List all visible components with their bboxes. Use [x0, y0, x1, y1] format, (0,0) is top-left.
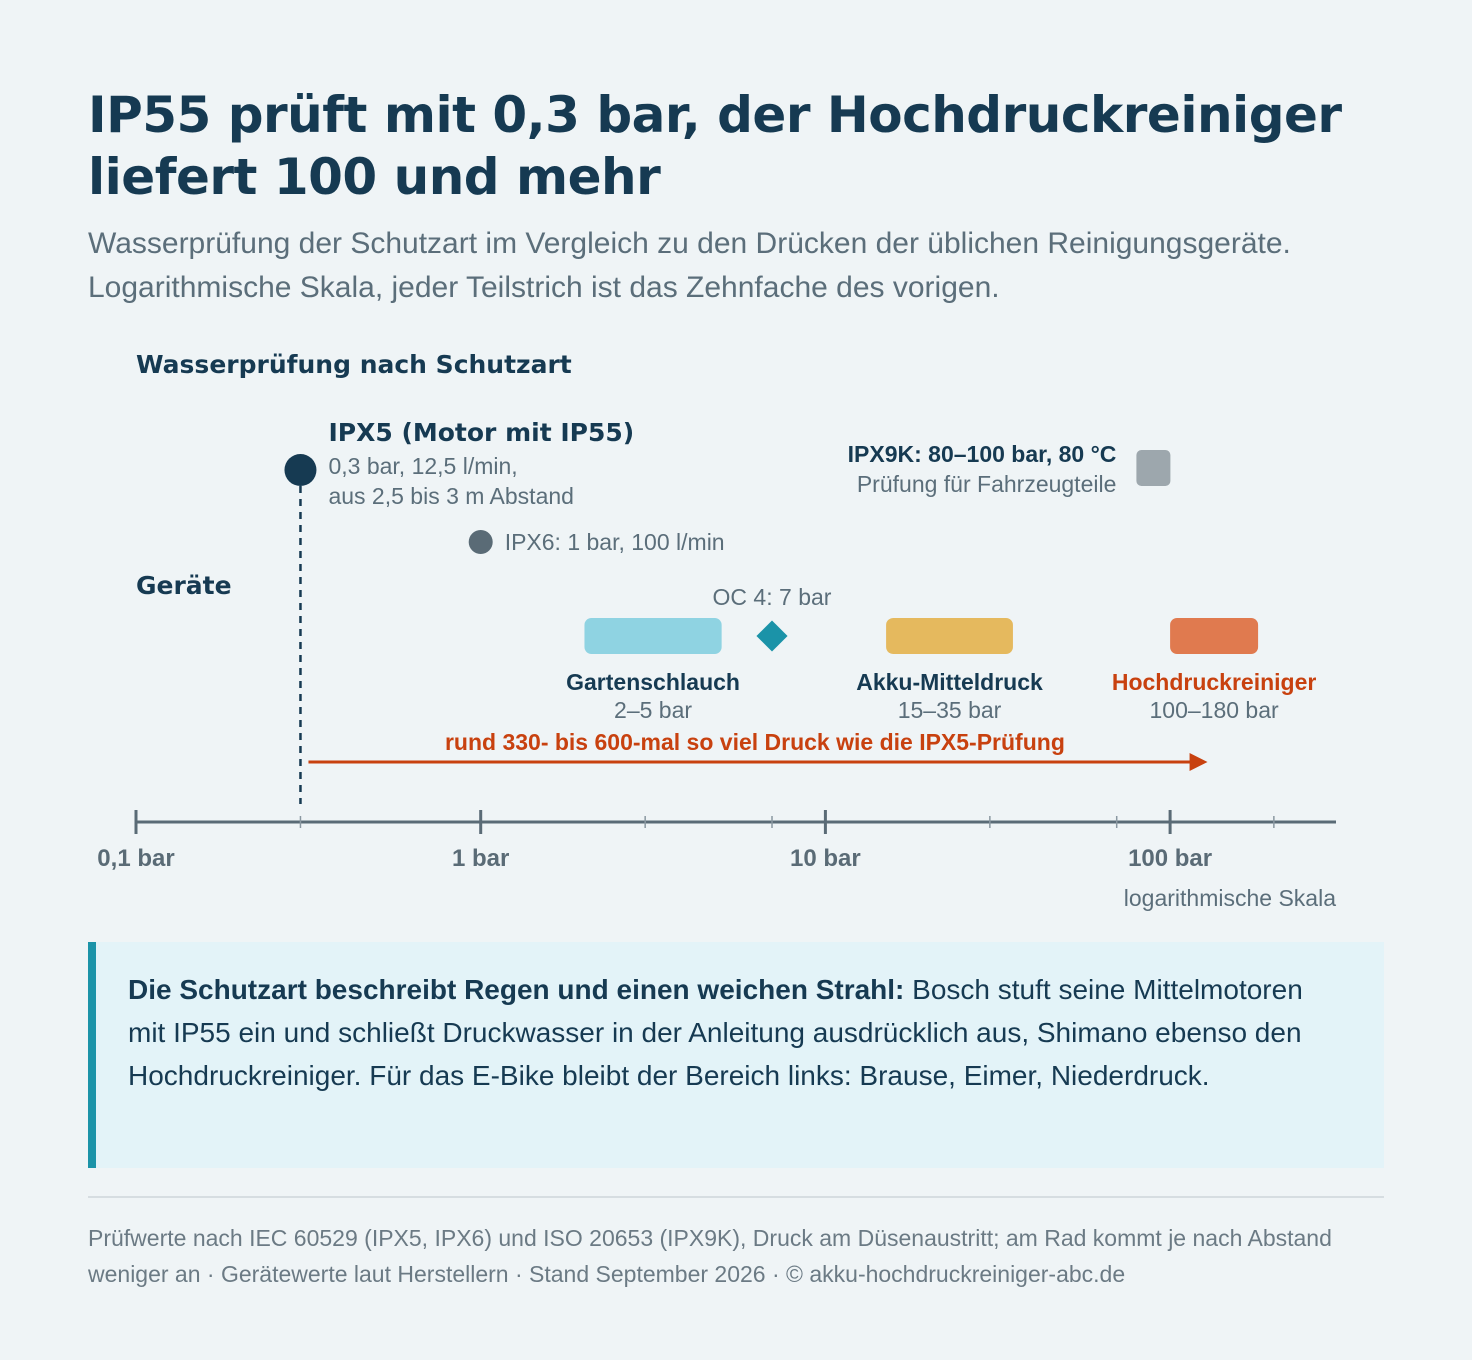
major-ticks	[134, 810, 1172, 834]
tick-labels: 0,1 bar 1 bar 10 bar 100 bar	[97, 845, 1212, 872]
ipx6-label: IPX6: 1 bar, 100 l/min	[505, 529, 725, 555]
pressure-washer-name: Hochdruckreiniger	[1112, 669, 1317, 695]
tick-label: 100 bar	[1128, 845, 1212, 872]
tick-label: 1 bar	[452, 845, 509, 872]
ipx9k-title: IPX9K: 80–100 bar, 80 °C	[848, 441, 1117, 467]
ipx6-marker	[468, 530, 493, 554]
note-lead: Die Schutzart beschreibt Regen und einen…	[128, 974, 905, 1005]
ipx9k-marker	[1136, 450, 1171, 486]
garden-hose-bar	[584, 618, 722, 654]
ipx5-detail-line-1: 0,3 bar, 12,5 l/min,	[328, 453, 517, 479]
minor-ticks	[299, 816, 1275, 828]
ipx5-marker	[284, 454, 317, 486]
battery-medium-pressure-bar	[886, 618, 1013, 654]
page-title: IP55 prüft mit 0,3 bar, der Hochdruckrei…	[88, 86, 1342, 206]
row-label-devices: Geräte	[136, 571, 232, 600]
comparison-annotation: rund 330- bis 600-mal so viel Druck wie …	[445, 729, 1065, 755]
info-note: Die Schutzart beschreibt Regen und einen…	[88, 942, 1384, 1168]
oc4-marker	[756, 620, 788, 652]
garden-hose-range: 2–5 bar	[614, 697, 692, 723]
pressure-washer-bar	[1170, 618, 1259, 654]
scale-label: logarithmische Skala	[1124, 885, 1336, 911]
pressure-washer-range: 100–180 bar	[1150, 697, 1280, 723]
garden-hose-name: Gartenschlauch	[566, 669, 740, 695]
oc4-label: OC 4: 7 bar	[713, 584, 832, 610]
tick-label: 0,1 bar	[97, 845, 174, 872]
ipx5-title: IPX5 (Motor mit IP55)	[328, 418, 634, 447]
divider	[88, 1196, 1384, 1198]
ipx9k-subtitle: Prüfung für Fahrzeugteile	[857, 471, 1117, 497]
battery-medium-pressure-range: 15–35 bar	[898, 697, 1002, 723]
source-note: Prüfwerte nach IEC 60529 (IPX5, IPX6) un…	[88, 1225, 1332, 1287]
pressure-chart: Wasserprüfung nach Schutzart Geräte IPX5…	[97, 350, 1336, 911]
tick-label: 10 bar	[790, 845, 861, 872]
ipx5-detail-line-2: aus 2,5 bis 3 m Abstand	[328, 483, 574, 509]
page-subtitle: Wasserprüfung der Schutzart im Vergleich…	[88, 227, 1291, 304]
row-label-tests: Wasserprüfung nach Schutzart	[136, 350, 572, 379]
note-text: Bosch stuft seine Mittelmotoren mit IP55…	[128, 974, 1303, 1091]
battery-medium-pressure-name: Akku-Mitteldruck	[856, 669, 1043, 695]
